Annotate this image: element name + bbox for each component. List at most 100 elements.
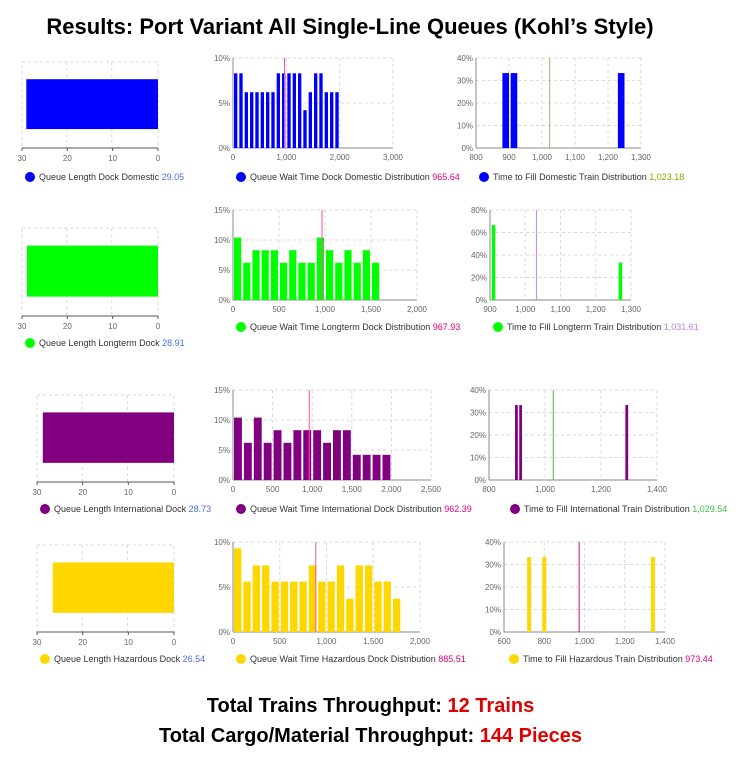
chart-7-tick-label: 10	[124, 488, 133, 497]
chart-5-bar	[289, 250, 297, 300]
chart-2-bar	[314, 73, 318, 148]
trains-throughput: Total Trains Throughput: 12 Trains	[0, 695, 741, 718]
chart-7-legend-marker	[40, 504, 50, 514]
chart-10-legend-label: Queue Length Hazardous Dock	[54, 654, 183, 664]
chart-8-bar	[333, 430, 341, 480]
chart-10-tick-label: 20	[78, 638, 87, 647]
chart-1-tick-label: 0	[156, 154, 161, 163]
chart-8-x-tick-label: 2,500	[421, 485, 442, 494]
chart-12-y-tick-label: 40%	[485, 538, 501, 547]
chart-8-bar	[372, 454, 381, 480]
chart-6-y-tick-label: 0%	[475, 296, 487, 305]
chart-6-bar	[491, 224, 496, 300]
chart-8-bar	[323, 442, 331, 480]
chart-11-legend: Queue Wait Time Hazardous Dock Distribut…	[250, 654, 466, 664]
chart-6-x-tick-label: 1,000	[515, 305, 536, 314]
chart-2-x-tick-label: 2,000	[330, 153, 351, 162]
chart-2-legend-stat: 965.64	[432, 172, 460, 182]
trains-throughput-value: 12 Trains	[447, 695, 535, 717]
chart-2-legend: Queue Wait Time Dock Domestic Distributi…	[250, 172, 460, 182]
chart-2-bar	[319, 73, 323, 148]
chart-5-bar	[234, 237, 242, 300]
chart-5-bar	[298, 262, 306, 300]
chart-7-legend-label: Queue Length International Dock	[54, 504, 189, 514]
chart-5-x-tick-label: 1,000	[315, 305, 336, 314]
cargo-throughput-label: Total Cargo/Material Throughput:	[158, 725, 480, 747]
chart-5-y-tick-label: 0%	[218, 296, 230, 305]
chart-7-tick-label: 20	[78, 488, 87, 497]
chart-2-bar	[276, 73, 280, 148]
chart-9-bar	[519, 405, 523, 480]
chart-7-tick-label: 0	[172, 488, 177, 497]
chart-1-tick-label: 20	[63, 154, 72, 163]
chart-3-legend: Time to Fill Domestic Train Distribution…	[493, 172, 684, 182]
chart-4-legend-stat: 28.91	[162, 338, 185, 348]
chart-10-tick-label: 0	[172, 638, 177, 647]
chart-11-bar	[318, 581, 326, 632]
chart-11-bar	[252, 565, 261, 632]
chart-1-legend: Queue Length Dock Domestic 29.05	[39, 172, 184, 182]
chart-6-legend-label: Time to Fill Longterm Train Distribution	[507, 322, 664, 332]
chart-2-legend-label: Queue Wait Time Dock Domestic Distributi…	[250, 172, 432, 182]
chart-2-legend-marker	[236, 172, 246, 182]
chart-2-bar	[250, 92, 254, 148]
chart-11-x-tick-label: 2,000	[410, 637, 431, 646]
chart-8-bar	[303, 430, 312, 480]
chart-9-x-tick-label: 1,200	[591, 485, 612, 494]
chart-11-bar	[364, 565, 373, 632]
chart-5-y-tick-label: 5%	[218, 266, 230, 275]
chart-1-bar	[26, 79, 158, 130]
chart-11-bar	[355, 565, 363, 632]
chart-11-x-tick-label: 0	[231, 637, 236, 646]
chart-11-bar	[234, 548, 242, 632]
chart-9-x-tick-label: 1,000	[535, 485, 556, 494]
chart-10-bar	[52, 562, 174, 613]
chart-2-bar	[298, 73, 302, 148]
chart-11-bar	[346, 598, 354, 632]
chart-5-bar	[326, 250, 334, 300]
chart-10-legend-marker	[40, 654, 50, 664]
chart-5-bar	[362, 250, 370, 300]
chart-9-legend-marker	[510, 504, 520, 514]
chart-9-y-tick-label: 10%	[470, 454, 486, 463]
chart-3-y-tick-label: 10%	[457, 122, 473, 131]
chart-8-bar	[342, 430, 351, 480]
chart-11-bar	[336, 565, 345, 632]
chart-5-legend: Queue Wait Time Longterm Dock Distributi…	[250, 322, 460, 332]
chart-2-bar	[239, 73, 243, 148]
chart-2-bar	[255, 92, 259, 148]
chart-2-bar	[271, 92, 275, 148]
cargo-throughput: Total Cargo/Material Throughput: 144 Pie…	[0, 725, 741, 748]
chart-12-bar	[527, 557, 532, 632]
chart-9-legend-stat: 1,029.54	[692, 504, 727, 514]
chart-8-y-tick-label: 15%	[214, 386, 230, 395]
chart-9-bar	[515, 405, 518, 480]
chart-11-bar	[280, 581, 289, 632]
chart-8-bar	[234, 417, 242, 480]
chart-4-legend-label: Queue Length Longterm Dock	[39, 338, 162, 348]
chart-5-x-tick-label: 0	[231, 305, 236, 314]
chart-11-bar	[374, 581, 382, 632]
chart-8-bar	[273, 430, 282, 480]
chart-5-legend-label: Queue Wait Time Longterm Dock Distributi…	[250, 322, 433, 332]
chart-12-legend: Time to Fill Hazardous Train Distributio…	[523, 654, 713, 664]
chart-1-legend-marker	[25, 172, 35, 182]
chart-12-legend-marker	[509, 654, 519, 664]
chart-8-bar	[253, 417, 262, 480]
chart-5-y-tick-label: 10%	[214, 236, 230, 245]
chart-4-tick-label: 30	[18, 322, 27, 331]
chart-12-legend-stat: 973.44	[685, 654, 713, 664]
chart-10-tick-label: 10	[124, 638, 133, 647]
chart-3-x-tick-label: 1,000	[532, 153, 553, 162]
chart-9-y-tick-label: 30%	[470, 409, 486, 418]
chart-2-bar	[282, 73, 286, 148]
chart-11-y-tick-label: 5%	[218, 583, 230, 592]
chart-11-bar	[392, 598, 401, 632]
chart-6-x-tick-label: 1,200	[586, 305, 607, 314]
chart-6-x-tick-label: 1,100	[550, 305, 571, 314]
chart-6-x-tick-label: 900	[483, 305, 497, 314]
chart-11-x-tick-label: 1,500	[363, 637, 384, 646]
chart-2-x-tick-label: 3,000	[383, 153, 404, 162]
chart-5-bar	[307, 262, 315, 300]
